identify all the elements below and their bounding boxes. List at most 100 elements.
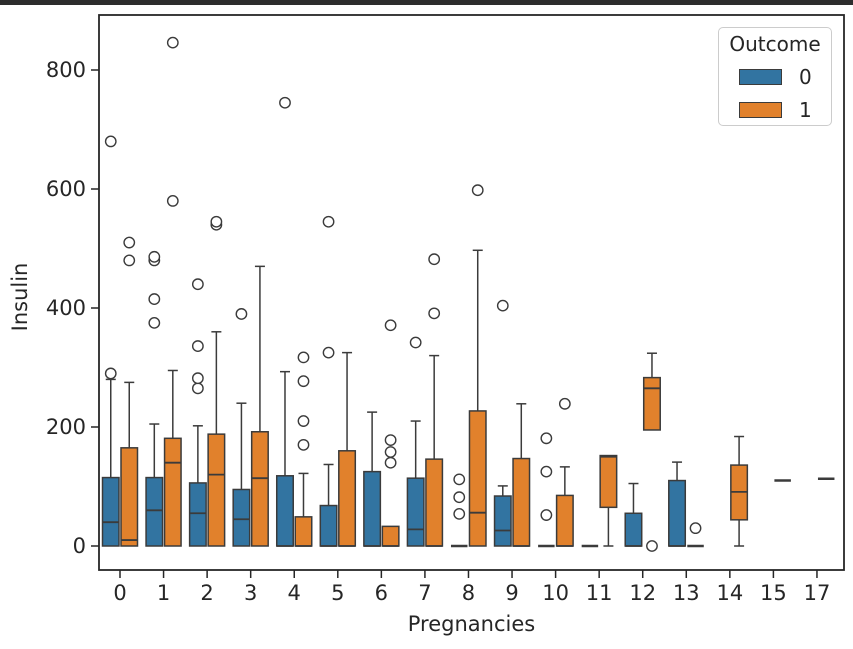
box-outcome1-preg0 (120, 447, 139, 547)
window-top-bar (0, 0, 853, 5)
outlier-outcome0-preg1 (148, 293, 161, 305)
box-outcome0-preg13 (668, 479, 687, 547)
y-tick-label: 400 (46, 296, 86, 320)
outlier-outcome0-preg4 (279, 96, 291, 109)
y-tick-label: 200 (46, 415, 86, 439)
outlier-outcome0-preg7 (409, 336, 422, 349)
box-outcome0-preg3 (232, 488, 251, 547)
legend-title: Outcome (729, 32, 821, 56)
x-tick-label: 0 (113, 581, 126, 605)
x-tick-label: 14 (716, 581, 743, 605)
outlier-outcome0-preg0 (104, 367, 117, 380)
outlier-outcome0-preg1 (148, 250, 161, 263)
x-tick-label: 5 (331, 581, 344, 605)
outlier-outcome1-preg13 (689, 522, 702, 535)
outlier-outcome0-preg10 (540, 432, 553, 445)
box-outcome1-preg8 (468, 410, 487, 547)
outlier-outcome0-preg8 (453, 507, 466, 520)
outlier-outcome1-preg6 (384, 456, 397, 469)
outlier-outcome0-preg2 (191, 278, 204, 291)
outlier-outcome1-preg4 (297, 415, 310, 427)
box-outcome0-preg9 (493, 495, 512, 547)
outlier-outcome0-preg0 (104, 135, 117, 148)
y-tick-label: 600 (46, 177, 86, 201)
x-tick-label: 7 (418, 581, 431, 605)
outlier-outcome1-preg7 (428, 253, 441, 266)
outlier-outcome1-preg7 (428, 307, 441, 320)
outlier-outcome1-preg0 (123, 236, 136, 249)
y-tick-label: 800 (46, 58, 86, 82)
x-tick-label: 4 (288, 581, 301, 605)
box-outcome1-preg9 (512, 457, 531, 547)
x-tick-label: 6 (375, 581, 388, 605)
box-outcome0-preg4 (275, 475, 294, 547)
axes-frame (98, 14, 845, 571)
x-tick-label: 11 (586, 581, 613, 605)
outlier-outcome0-preg1 (148, 316, 161, 329)
legend-entry-outcome-0: 0 (739, 65, 831, 89)
outlier-outcome0-preg9 (496, 299, 509, 312)
legend-swatch-blue (739, 69, 782, 85)
outlier-outcome1-preg6 (384, 446, 397, 458)
outlier-outcome1-preg4 (297, 375, 310, 388)
x-tick-label: 15 (760, 581, 787, 605)
box-outcome1-preg4 (294, 516, 313, 547)
box-outcome0-preg2 (188, 482, 207, 547)
box-outcome0-preg7 (406, 477, 425, 547)
box-outcome1-preg5 (338, 450, 357, 547)
x-tick-label: 12 (629, 581, 656, 605)
x-tick-label: 13 (673, 581, 700, 605)
outlier-outcome1-preg0 (123, 254, 136, 267)
outlier-outcome1-preg2 (210, 215, 223, 228)
outlier-outcome1-preg6 (384, 319, 397, 332)
box-outcome0-preg5 (319, 504, 338, 547)
outlier-outcome0-preg8 (453, 473, 466, 486)
box-outcome1-preg7 (425, 458, 444, 547)
outlier-outcome0-preg2 (191, 382, 204, 395)
x-tick-label: 9 (505, 581, 518, 605)
x-tick-label: 10 (542, 581, 569, 605)
x-axis-label: Pregnancies (407, 612, 536, 636)
box-outcome1-preg3 (250, 431, 269, 547)
box-outcome1-preg2 (207, 433, 226, 547)
legend-swatch-orange (739, 102, 782, 118)
outlier-outcome1-preg1 (166, 194, 179, 207)
outlier-outcome0-preg3 (235, 308, 248, 320)
outlier-outcome1-preg4 (297, 438, 310, 451)
box-outcome1-preg11 (599, 454, 618, 509)
x-tick-label: 3 (244, 581, 257, 605)
outlier-outcome0-preg2 (191, 372, 204, 385)
box-outcome0-preg1 (145, 476, 164, 547)
outlier-outcome0-preg5 (322, 346, 335, 359)
box-outcome1-preg10 (555, 494, 574, 547)
box-outcome1-preg12 (642, 376, 661, 431)
outlier-outcome0-preg10 (540, 509, 553, 521)
box-outcome1-preg1 (163, 437, 182, 547)
outlier-outcome0-preg10 (540, 465, 553, 478)
legend-entry-label: 0 (799, 65, 812, 89)
box-outcome1-preg6 (381, 525, 400, 547)
outlier-outcome1-preg12 (646, 540, 658, 552)
box-outcome0-preg0 (101, 476, 120, 547)
legend: Outcome 0 1 (718, 27, 832, 126)
x-tick-label: 2 (200, 581, 213, 605)
outlier-outcome1-preg6 (384, 434, 397, 446)
outlier-outcome1-preg10 (558, 397, 571, 410)
outlier-outcome0-preg5 (322, 215, 335, 228)
outlier-outcome1-preg1 (166, 36, 179, 49)
legend-entry-label: 1 (799, 98, 812, 122)
y-tick-label: 0 (73, 534, 86, 558)
x-tick-label: 17 (804, 581, 831, 605)
outlier-outcome0-preg2 (191, 340, 204, 352)
x-tick-label: 1 (157, 581, 170, 605)
outlier-outcome1-preg8 (471, 184, 484, 197)
outlier-outcome1-preg4 (297, 351, 310, 364)
box-outcome0-preg12 (624, 512, 643, 547)
box-outcome0-preg6 (363, 470, 382, 547)
x-tick-label: 8 (462, 581, 475, 605)
outlier-outcome0-preg8 (453, 491, 466, 504)
legend-entry-outcome-1: 1 (739, 98, 831, 122)
y-axis-label: Insulin (8, 262, 32, 332)
